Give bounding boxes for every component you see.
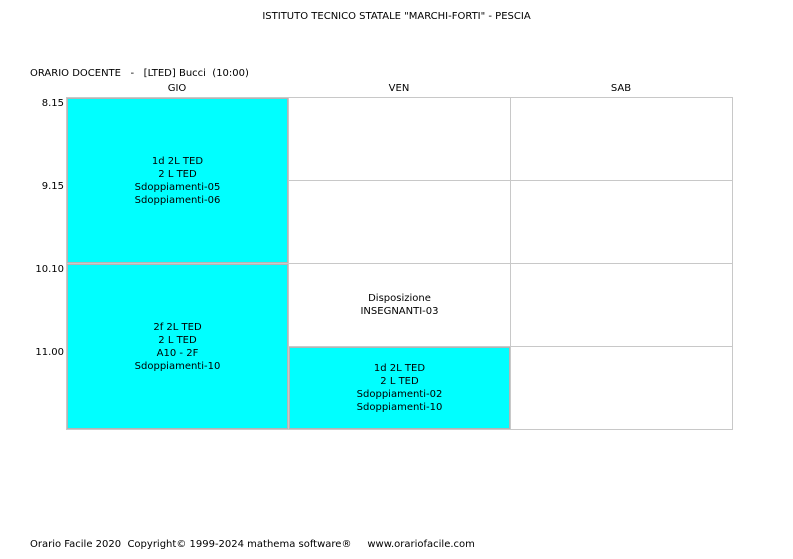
lesson-room: Sdoppiamenti-02 (356, 389, 443, 400)
time-label-2: 9.15 (41, 181, 64, 192)
grid-line (510, 97, 511, 430)
footer-copyright: Orario Facile 2020 Copyright© 1999-2024 … (30, 539, 475, 550)
slot-label: Disposizione (368, 293, 431, 304)
lesson-subject: 2 L TED (380, 376, 419, 387)
lesson-class: 2f 2L TED (153, 321, 202, 333)
time-label-4: 11.00 (35, 347, 64, 358)
grid-line (66, 429, 733, 430)
day-header-ven: VEN (388, 83, 410, 94)
lesson-room: Sdoppiamenti-10 (134, 360, 221, 372)
time-label-3: 10.10 (35, 264, 64, 275)
day-header-sab: SAB (610, 83, 632, 94)
lesson-room: Sdoppiamenti-10 (356, 402, 443, 413)
grid-line (288, 97, 289, 430)
lesson-ven-4[interactable]: 1d 2L TED 2 L TED Sdoppiamenti-02 Sdoppi… (289, 347, 510, 429)
lesson-class: 1d 2L TED (373, 363, 426, 374)
grid-line (66, 97, 67, 430)
lesson-room: A10 - 2F (156, 347, 199, 359)
time-label-1: 8.15 (41, 98, 64, 109)
lesson-subject: 2 L TED (158, 168, 197, 180)
lesson-room: Sdoppiamenti-06 (134, 194, 221, 206)
lesson-subject: 2 L TED (158, 334, 197, 346)
slot-room: INSEGNANTI-03 (360, 306, 439, 317)
grid-line (66, 97, 733, 98)
lesson-class: 1d 2L TED (151, 155, 204, 167)
school-title: ISTITUTO TECNICO STATALE "MARCHI-FORTI" … (262, 11, 531, 22)
lesson-room: Sdoppiamenti-05 (134, 181, 221, 193)
disposizione-slot[interactable]: Disposizione INSEGNANTI-03 (289, 264, 510, 346)
grid-line (66, 263, 733, 264)
day-header-gio: GIO (167, 83, 187, 94)
lesson-gio-1[interactable]: 1d 2L TED 2 L TED Sdoppiamenti-05 Sdoppi… (67, 98, 288, 263)
lesson-gio-2[interactable]: 2f 2L TED 2 L TED A10 - 2F Sdoppiamenti-… (67, 264, 288, 429)
teacher-header: ORARIO DOCENTE - [LTED] Bucci (10:00) (30, 68, 249, 79)
grid-line (732, 97, 733, 430)
